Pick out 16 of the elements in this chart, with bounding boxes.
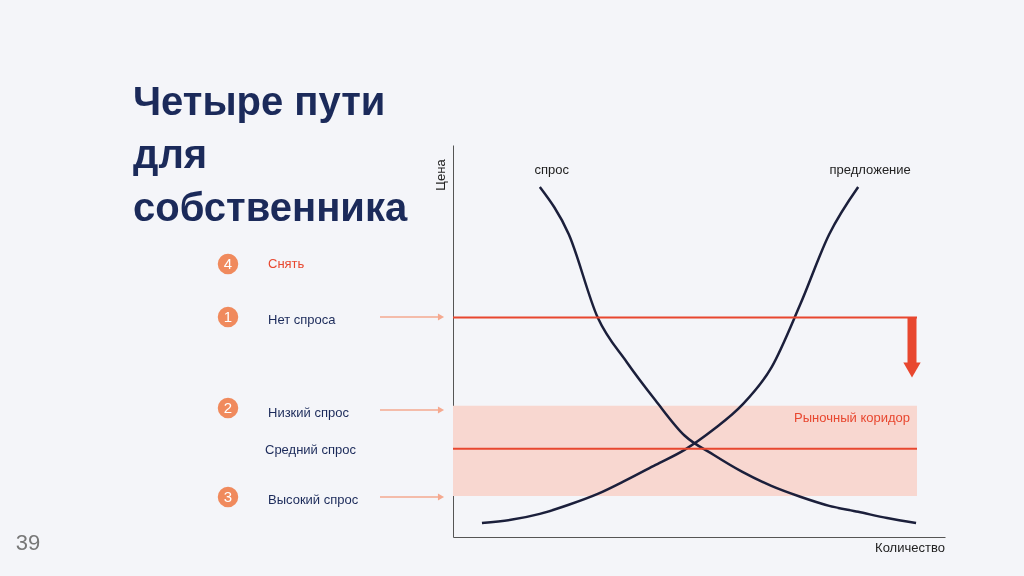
text: 4 <box>223 255 233 272</box>
text: Нет спроса <box>268 312 337 327</box>
chart-title: Четыре пути для собственника <box>133 79 408 229</box>
band-label: Рыночный коридор <box>794 409 910 425</box>
text: Средний спрос <box>265 442 357 457</box>
series-label: предложение <box>829 162 911 177</box>
text: 3 <box>223 488 233 505</box>
text: 2 <box>223 399 233 416</box>
x-axis-title: Количество <box>875 540 945 555</box>
text: Высокий спрос <box>268 492 359 507</box>
y-axis-title: Цена <box>433 158 448 191</box>
text: 1 <box>223 308 233 325</box>
series-label: спрос <box>534 162 570 177</box>
text: 39 <box>15 530 41 555</box>
text: Низкий спрос <box>268 405 350 420</box>
text: Снять <box>268 256 305 271</box>
